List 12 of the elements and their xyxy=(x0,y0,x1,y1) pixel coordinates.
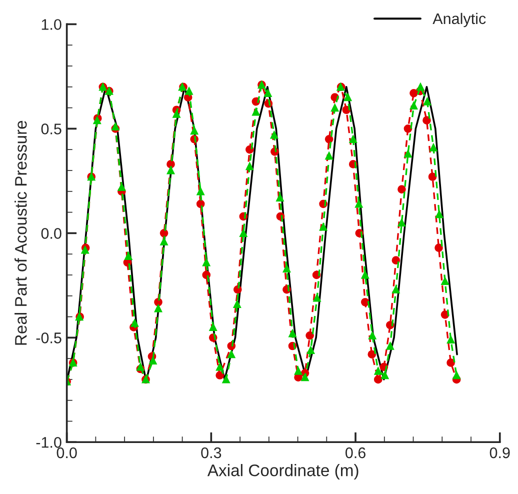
y-tick-label: 0.0 xyxy=(41,228,62,239)
x-axis-title: Axial Coordinate (m) xyxy=(207,464,358,480)
legend-label: Analytic xyxy=(432,12,486,28)
y-tick-label: 0.5 xyxy=(41,124,62,134)
y-axis-title: Real Part of Acoustic Pressure xyxy=(14,120,27,345)
y-tick-label: 1.0 xyxy=(42,19,62,30)
y-tick-label: -1.0 xyxy=(36,437,62,448)
x-tick-label: 0.3 xyxy=(201,447,222,458)
x-tick-label: 0.9 xyxy=(490,447,510,458)
x-tick-label: 0.6 xyxy=(346,447,366,458)
x-tick-label: 0.0 xyxy=(56,447,77,458)
y-tick-label: -0.5 xyxy=(36,332,62,344)
